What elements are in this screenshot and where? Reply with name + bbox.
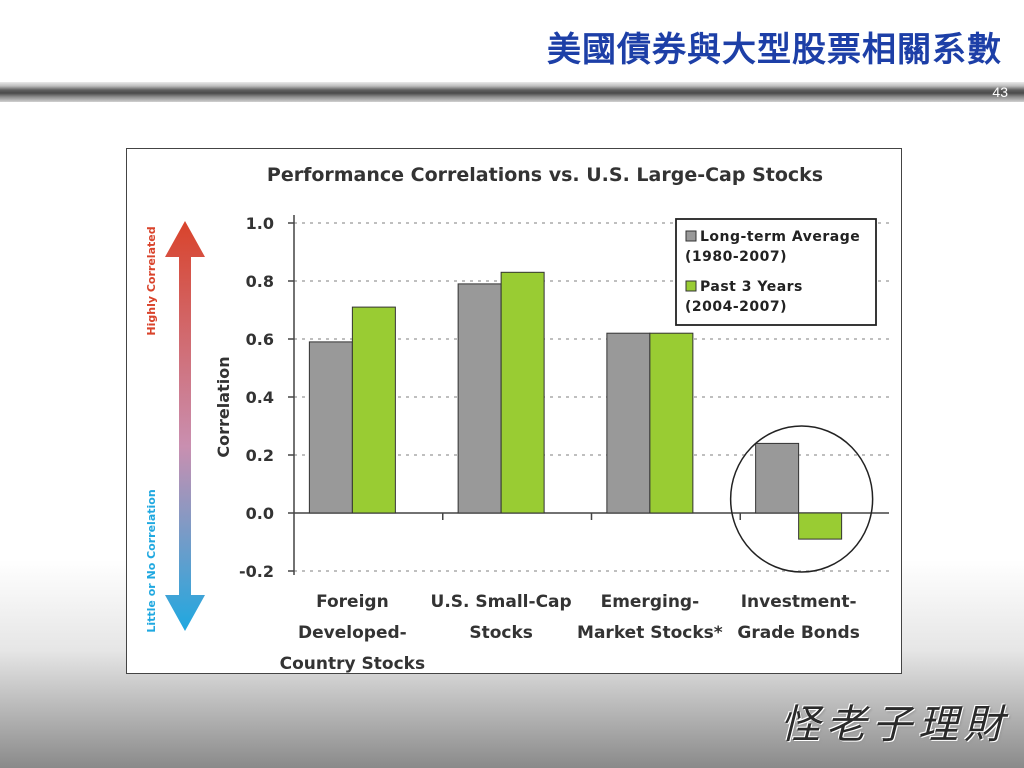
y-tick-label: 1.0 [246, 214, 274, 233]
slide-title: 美國債券與大型股票相關系數 [547, 30, 1002, 70]
chart-legend: Long-term Average (1980-2007) Past 3 Years… [675, 218, 877, 326]
x-category-label: Grade Bonds [737, 623, 859, 643]
correlation-arrow [165, 221, 205, 631]
arrow-label-low: Little or No Correlation [145, 489, 158, 632]
bar-long-term [606, 332, 651, 514]
legend-label: (2004-2007) [685, 299, 787, 315]
legend-label: (1980-2007) [685, 249, 787, 265]
signature-logo: 怪老子理財 [780, 702, 1010, 748]
bar-past-3-years [500, 271, 545, 514]
bar-past-3-years [649, 332, 694, 514]
x-category-label: Foreign [316, 592, 389, 612]
page-number: 43 [992, 84, 1008, 100]
bar-long-term [308, 341, 353, 514]
y-tick-label: 0.8 [246, 272, 274, 291]
x-category-label: Stocks [469, 623, 533, 643]
x-category-label: Emerging- [601, 592, 700, 612]
legend-swatch-past-3-years [685, 280, 697, 292]
y-tick-label: 0.4 [246, 388, 274, 407]
x-category-label: Market Stocks* [577, 623, 723, 643]
bar-long-term [457, 283, 502, 514]
y-tick-label: 0.2 [246, 446, 274, 465]
highlight-circle [729, 425, 874, 573]
y-tick-label: 0.6 [246, 330, 274, 349]
legend-label: Long-term Average [700, 229, 860, 245]
x-category-label: Investment- [741, 592, 857, 612]
legend-swatch-long-term [685, 230, 697, 242]
bar-past-3-years [798, 512, 843, 540]
legend-box [675, 218, 877, 326]
x-category-label: Developed- [298, 623, 407, 643]
title-bar [0, 82, 1024, 102]
y-tick-label: 0.0 [246, 504, 274, 523]
y-axis-label: Correlation [214, 356, 233, 457]
x-category-label: U.S. Small-Cap [431, 592, 572, 612]
bar-long-term [755, 442, 800, 514]
chart-frame: Performance Correlations vs. U.S. Large-… [126, 148, 902, 674]
correlation-bar-chart: Performance Correlations vs. U.S. Large-… [145, 164, 889, 674]
x-category-label: Country Stocks [280, 654, 425, 674]
bar-past-3-years [351, 306, 396, 514]
legend-label: Past 3 Years [700, 279, 803, 295]
chart-title: Performance Correlations vs. U.S. Large-… [267, 164, 823, 186]
y-tick-label: -0.2 [239, 562, 274, 581]
arrow-label-high: Highly Correlated [145, 226, 158, 335]
